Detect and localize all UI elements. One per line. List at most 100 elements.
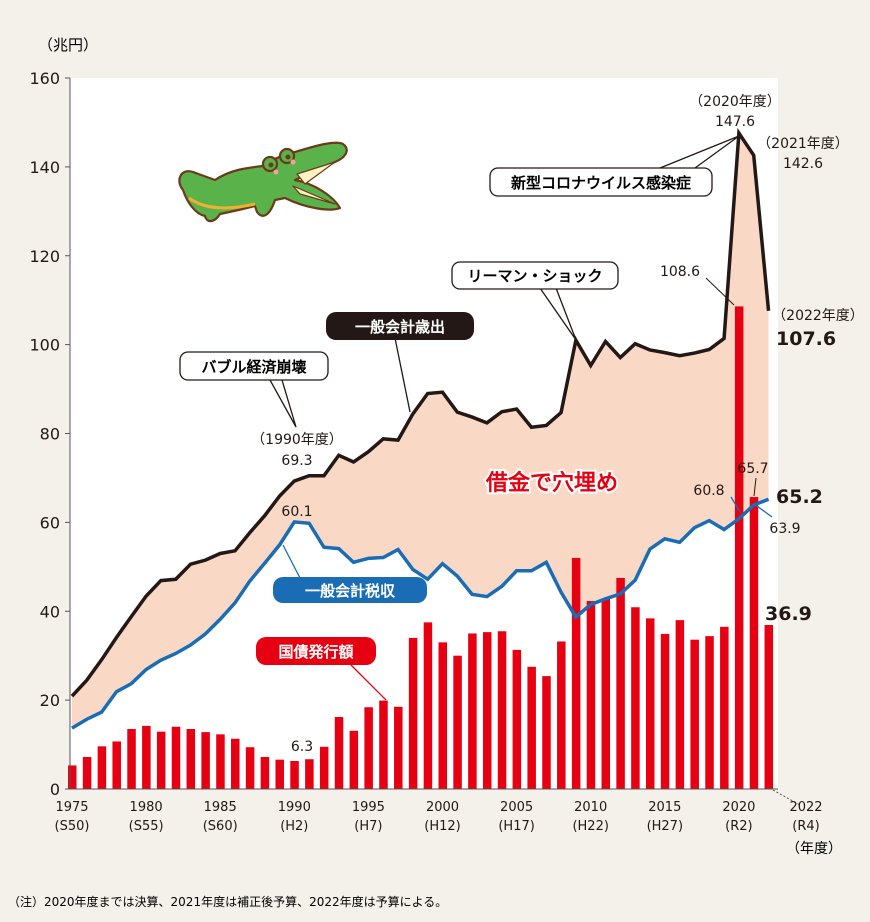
y-tick-label-0: 0 — [50, 780, 60, 799]
bar-bonds-2000 — [438, 642, 447, 789]
annotation-1990-bond: 6.3 — [291, 739, 313, 755]
bar-bonds-1992 — [319, 746, 329, 789]
bar-bonds-1978 — [112, 741, 121, 789]
bar-bonds-2010 — [586, 601, 596, 789]
bar-bonds-1997 — [394, 706, 403, 789]
annotation-2022-bond: 36.9 — [765, 603, 812, 625]
bar-bonds-2014 — [645, 618, 655, 789]
x-tick-era-2010: (H22) — [572, 819, 608, 834]
x-tick-label-1980: 1980 — [130, 800, 163, 815]
bar-bonds-2009 — [571, 557, 581, 789]
x-unit-label: （年度） — [786, 841, 842, 857]
bar-bonds-1998 — [408, 637, 418, 789]
bar-bonds-2018 — [705, 636, 714, 789]
x-tick-era-2000: (H12) — [424, 819, 460, 834]
x-tick-label-2020: 2020 — [722, 800, 755, 815]
x-tick-era-2005: (H17) — [498, 819, 534, 834]
callout-bonds: 国債発行額 — [256, 637, 387, 701]
annotation-2020-bond: 108.6 — [660, 264, 700, 280]
bar-bonds-1984 — [201, 732, 210, 789]
x-tick-label-2005: 2005 — [500, 800, 533, 815]
bar-bonds-2021 — [749, 497, 759, 789]
x-tick-era-1995: (H7) — [354, 819, 382, 834]
bar-bonds-2005 — [512, 649, 522, 789]
x-tick-era-2020: (R2) — [725, 819, 752, 834]
y-tick-label-80: 80 — [40, 425, 60, 444]
bar-bonds-2020 — [734, 306, 744, 789]
annotation-2022-tax: 65.2 — [776, 486, 823, 508]
bar-bonds-2008 — [557, 641, 566, 789]
bar-bonds-1993 — [334, 717, 344, 789]
bar-bonds-2022 — [764, 625, 774, 789]
annotation-2021-bond: 65.7 — [737, 461, 768, 477]
annotation-2021-exp: 142.6 — [783, 156, 823, 172]
x-tick-label-2015: 2015 — [648, 800, 681, 815]
bar-bonds-1985 — [216, 734, 225, 789]
line-expenditure — [70, 127, 771, 698]
bar-bonds-2017 — [690, 639, 699, 789]
y-tick-label-20: 20 — [40, 691, 60, 710]
bar-bonds-1988 — [260, 757, 270, 789]
bar-bonds-2002 — [468, 633, 477, 789]
bar-bonds-1995 — [364, 707, 373, 789]
bar-bonds-2003 — [482, 632, 492, 789]
callout-expenditure: 一般会計歳出 — [326, 312, 474, 413]
annotation-2020-exp: 147.6 — [715, 114, 755, 130]
bar-bonds-1989 — [275, 759, 284, 789]
bar-bonds-2013 — [631, 607, 640, 789]
annotation-2020-label: （2020年度） — [689, 94, 781, 110]
callout-corona: 新型コロナウイルス感染症 — [489, 135, 740, 197]
x-tick-era-1985: (S60) — [203, 819, 238, 834]
callout-tax: 一般会計税収 — [273, 544, 427, 603]
alligator-icon — [178, 141, 348, 223]
bar-bonds-1983 — [186, 729, 196, 789]
annotation-2022-exp: 107.6 — [776, 328, 836, 350]
callout-lehman: リーマン・ショック — [451, 261, 619, 341]
x-tick-label-1975: 1975 — [55, 800, 88, 815]
bar-bonds-2019 — [720, 626, 729, 789]
bar-bonds-1987 — [245, 747, 255, 789]
bar-bonds-2001 — [453, 655, 462, 789]
bar-bonds-2004 — [497, 631, 507, 789]
deficit-area — [72, 133, 769, 729]
annotation-2020-tax: 60.8 — [693, 483, 724, 499]
y-tick-label-100: 100 — [29, 336, 60, 355]
bar-bonds-1990 — [290, 761, 299, 789]
bar-bonds-1996 — [379, 700, 388, 789]
x-tick-label-1990: 1990 — [278, 800, 311, 815]
callout-bubble-text: バブル経済崩壊 — [201, 358, 306, 376]
bar-bonds-1975 — [68, 765, 77, 789]
bar-bonds-2007 — [542, 676, 551, 789]
x-tick-label-2022: 2022 — [789, 800, 822, 815]
bar-bonds-1994 — [349, 730, 359, 789]
bar-bonds-1999 — [423, 622, 433, 789]
x-tick-label-2010: 2010 — [574, 800, 607, 815]
y-tick-label-60: 60 — [40, 513, 60, 532]
bar-bonds-1976 — [82, 757, 92, 789]
bar-bonds-1991 — [305, 759, 314, 789]
annotation-1990-label: （1990年度） — [251, 432, 343, 448]
x-tick-era-2022: (R4) — [792, 819, 819, 834]
footnote: （注）2020年度までは決算、2021年度は補正後予算、2022年度は予算による… — [8, 894, 447, 909]
bar-bonds-1982 — [171, 726, 181, 789]
x-axis-2022-leader — [772, 789, 801, 806]
x-tick-label-2000: 2000 — [426, 800, 459, 815]
bar-bonds-2015 — [660, 633, 670, 789]
bar-bonds-1986 — [231, 738, 240, 789]
bar-bonds-1979 — [127, 729, 136, 789]
y-unit-label: （兆円） — [38, 36, 98, 54]
annotation-1990-tax: 60.1 — [281, 504, 312, 520]
callout-bubble: バブル経済崩壊 — [179, 351, 329, 428]
callout-lehman-text: リーマン・ショック — [467, 267, 602, 285]
x-tick-label-1985: 1985 — [204, 800, 237, 815]
bar-bonds-2006 — [527, 666, 536, 789]
x-tick-label-1995: 1995 — [352, 800, 385, 815]
fill-between-label: 借金で穴埋め — [485, 470, 618, 496]
y-tick-label-140: 140 — [29, 158, 60, 177]
x-tick-era-2015: (H27) — [647, 819, 683, 834]
callout-tax-text: 一般会計税収 — [305, 582, 396, 600]
bar-bonds-1977 — [97, 746, 107, 789]
callout-expenditure-text: 一般会計歳出 — [355, 318, 445, 336]
y-tick-label-160: 160 — [29, 69, 60, 88]
